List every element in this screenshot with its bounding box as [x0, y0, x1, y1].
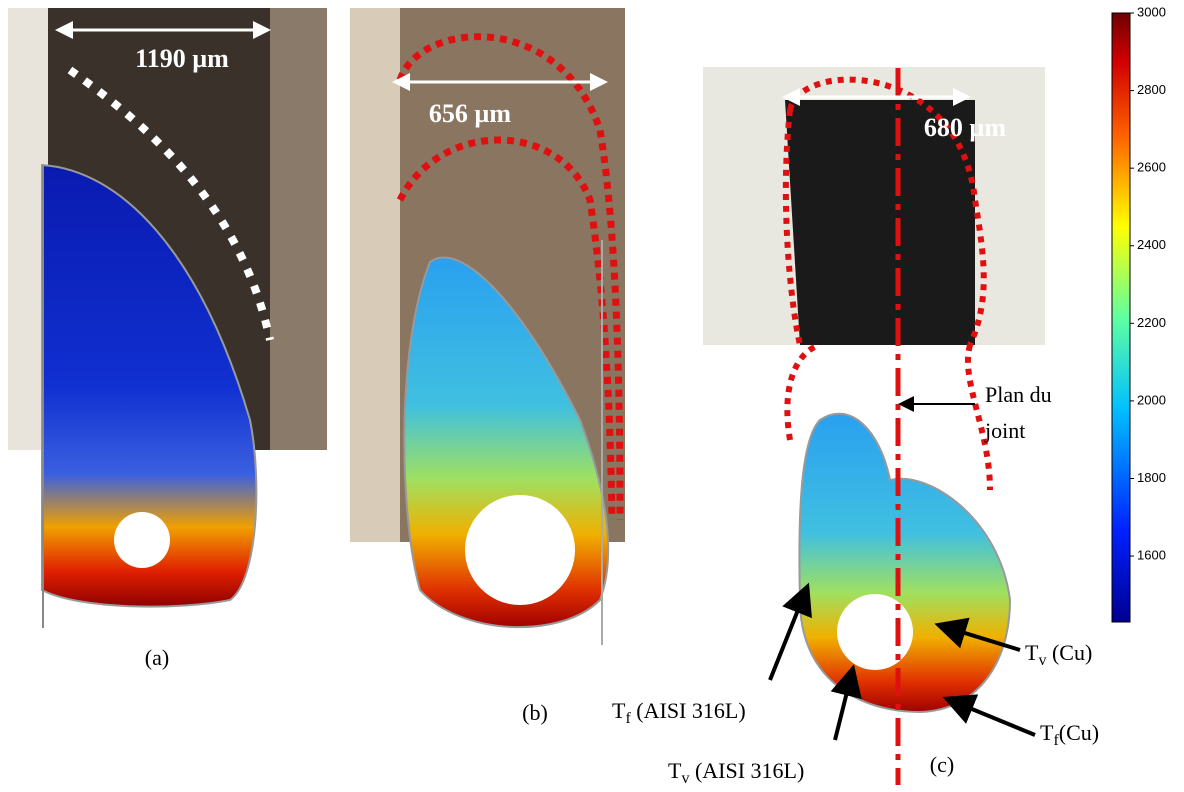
panel-a: 1190 µm (a) [8, 8, 327, 670]
symbol: T [1025, 640, 1039, 665]
melt-pool [41, 163, 258, 608]
subscript: f [625, 710, 631, 727]
joint-label: joint [984, 418, 1025, 443]
symbol: T [612, 698, 626, 723]
annotation: Tf(Cu) [1040, 720, 1099, 749]
pointer [942, 694, 1036, 737]
colorbar: 1600 1800 2000 2200 2400 2600 2800 3000 [1111, 4, 1166, 623]
tick-label: 1800 [1137, 470, 1166, 485]
annotation: Tv (Cu) [1025, 640, 1092, 669]
fusion-boundary [67, 66, 274, 341]
scale-label: 656 µm [429, 99, 511, 128]
annotation: Tf (AISI 316L) [612, 698, 746, 727]
caption: (a) [145, 645, 169, 670]
scale-label: 680 µm [924, 113, 1006, 142]
keyhole [837, 594, 913, 670]
pointer [934, 617, 1021, 652]
tick-label: 2400 [1137, 237, 1166, 252]
tick-label: 2000 [1137, 392, 1166, 407]
annotation-text: (AISI 316L) [631, 698, 746, 723]
pointer [830, 664, 862, 741]
melt-pool [798, 412, 1012, 714]
subscript: f [1053, 732, 1059, 749]
fusion-boundary [396, 33, 624, 521]
tick-label: 3000 [1137, 4, 1166, 19]
tick-label: 1600 [1137, 547, 1166, 562]
keyhole [465, 495, 575, 605]
joint-label: Plan du [985, 382, 1052, 407]
caption: (b) [522, 700, 548, 725]
symbol: T [668, 758, 682, 783]
tick-label: 2600 [1137, 160, 1166, 175]
fusion-zone [785, 100, 975, 345]
panel-c: 680 µm (c) Plan du joint Tf (AISI 316L) … [612, 67, 1099, 787]
tick-label: 2800 [1137, 82, 1166, 97]
annotation: Tv (AISI 316L) [668, 758, 804, 787]
fusion-boundary [396, 136, 616, 521]
subscript: v [1038, 652, 1046, 669]
annotation-text: (AISI 316L) [689, 758, 804, 783]
base-metal [350, 8, 400, 542]
keyhole [114, 512, 170, 568]
scale-label: 1190 µm [135, 44, 229, 73]
colorbar-scale [1111, 12, 1131, 623]
tick-label: 2200 [1137, 315, 1166, 330]
symbol: T [1040, 720, 1054, 745]
base-metal [270, 8, 327, 450]
panel-b: 656 µm (b) [350, 8, 625, 725]
subscript: v [681, 770, 689, 787]
caption: (c) [930, 752, 954, 777]
annotation-text: (Cu) [1059, 720, 1099, 745]
annotation-text: (Cu) [1046, 640, 1092, 665]
pointer [768, 582, 812, 681]
fusion-boundary [782, 76, 993, 491]
